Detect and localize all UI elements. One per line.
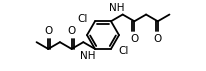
Text: NH: NH: [109, 3, 124, 13]
Text: Cl: Cl: [77, 14, 88, 24]
Text: O: O: [44, 26, 52, 36]
Text: O: O: [153, 34, 161, 44]
Text: O: O: [130, 34, 138, 44]
Text: Cl: Cl: [117, 46, 128, 56]
Text: O: O: [67, 26, 75, 36]
Text: NH: NH: [80, 51, 95, 61]
